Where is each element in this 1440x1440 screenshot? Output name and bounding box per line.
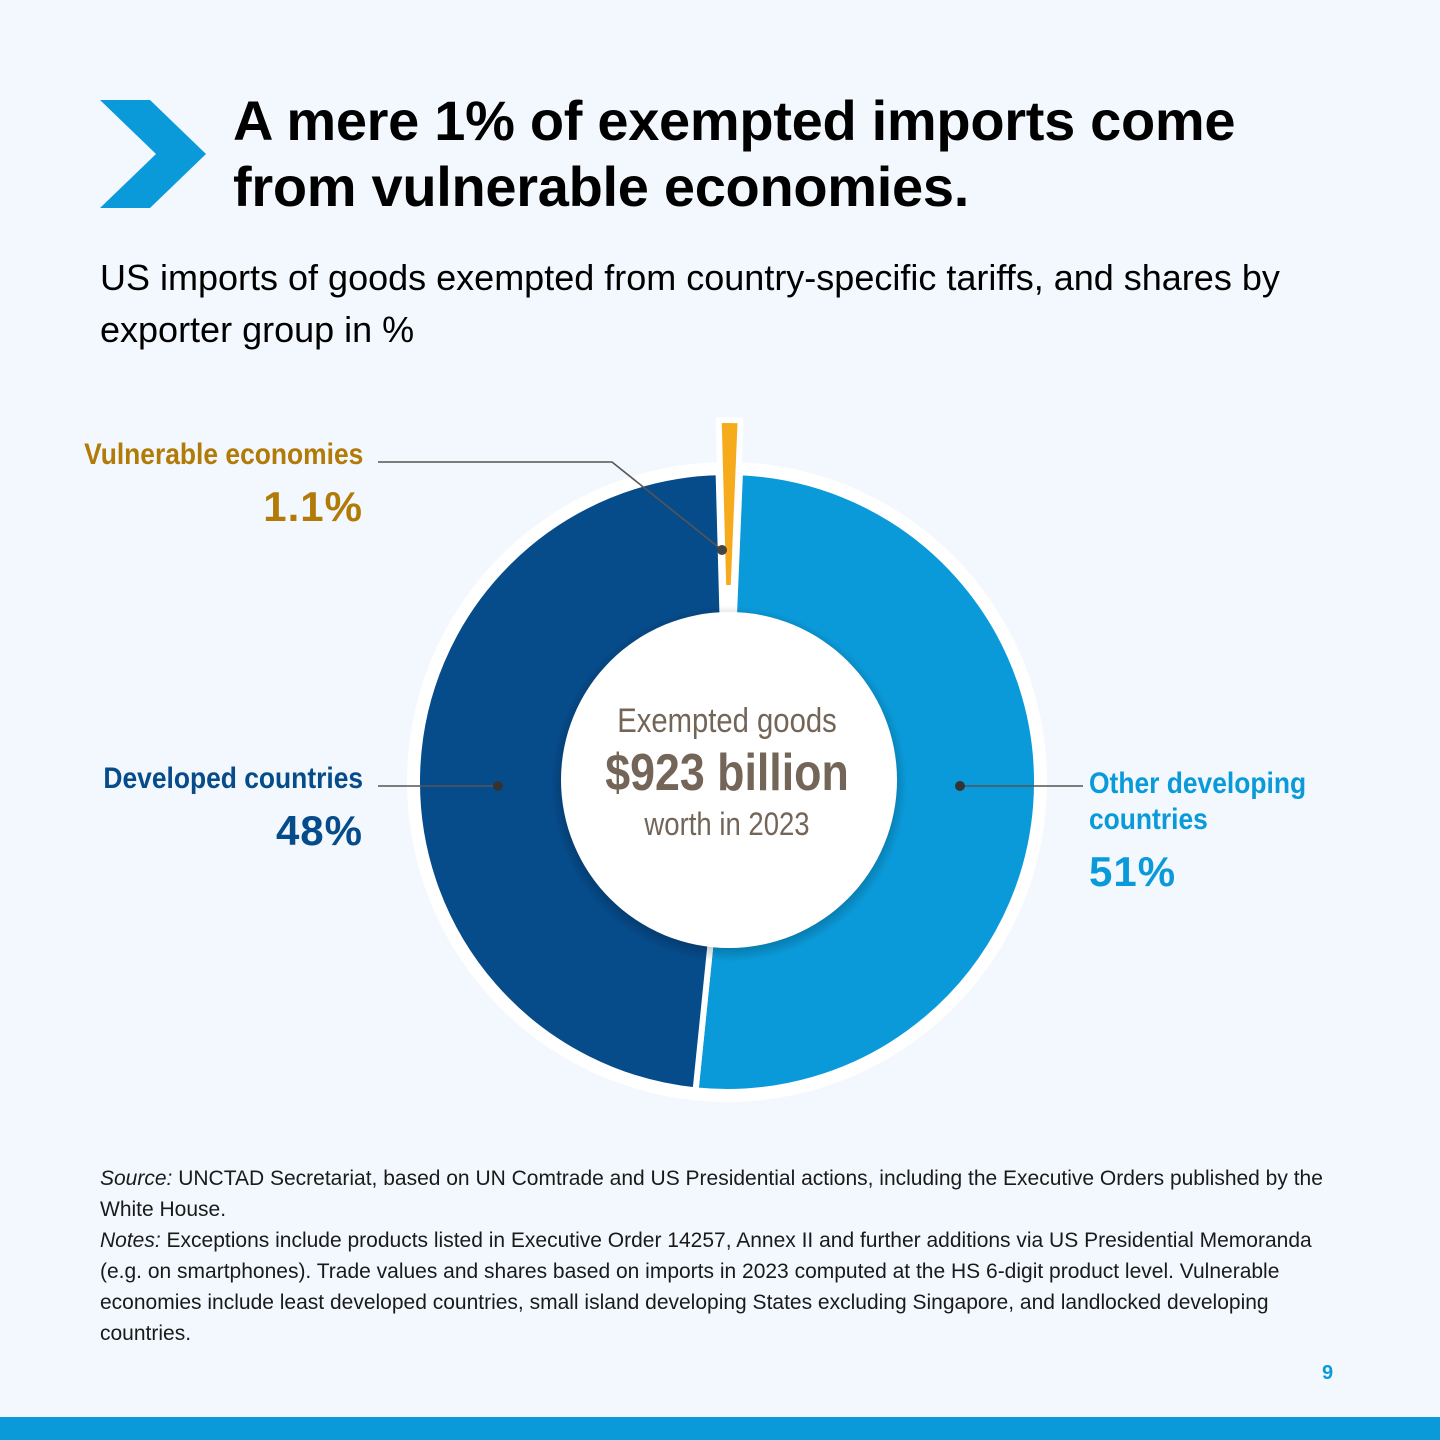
source-notes: Source: UNCTAD Secretariat, based on UN … [100,1163,1350,1349]
label-developed-value: 48% [275,807,363,854]
bottom-bar [0,1417,1440,1440]
label-vulnerable-economies: Vulnerable economies 1.1% [46,437,363,533]
donut-center-text: Exempted goods $923 billion worth in 202… [567,700,887,844]
label-other-value: 51% [1089,848,1177,895]
source-label: Source: [100,1167,173,1190]
page-number: 9 [1322,1362,1334,1384]
leader-dot-developed [493,781,503,791]
notes-label: Notes: [100,1229,161,1252]
center-year: worth in 2023 [644,806,810,842]
label-other-developing-countries: Other developing countries 51% [1089,766,1440,898]
label-developed-countries: Developed countries 48% [68,761,363,857]
label-other-name: Other developing countries [1089,767,1307,836]
center-label: Exempted goods [617,702,837,740]
leader-line-vulnerable [378,461,723,551]
label-vulnerable-name: Vulnerable economies [83,438,363,471]
page-title: A mere 1% of exempted imports come from … [233,89,1236,218]
label-vulnerable-value: 1.1% [263,483,363,530]
leader-dot-vulnerable [717,545,727,555]
donut-hole [561,612,897,948]
label-developed-name: Developed countries [103,762,363,795]
chevron-icon [100,100,206,208]
source-text: UNCTAD Secretariat, based on UN Comtrade… [100,1167,1323,1221]
notes-text: Exceptions include products listed in Ex… [100,1229,1312,1345]
center-value: $923 billion [605,744,849,802]
donut-slice-vulnerable-economies [715,417,744,592]
leader-dot-other [955,781,965,791]
chart-subtitle: US imports of goods exempted from countr… [100,257,1280,350]
